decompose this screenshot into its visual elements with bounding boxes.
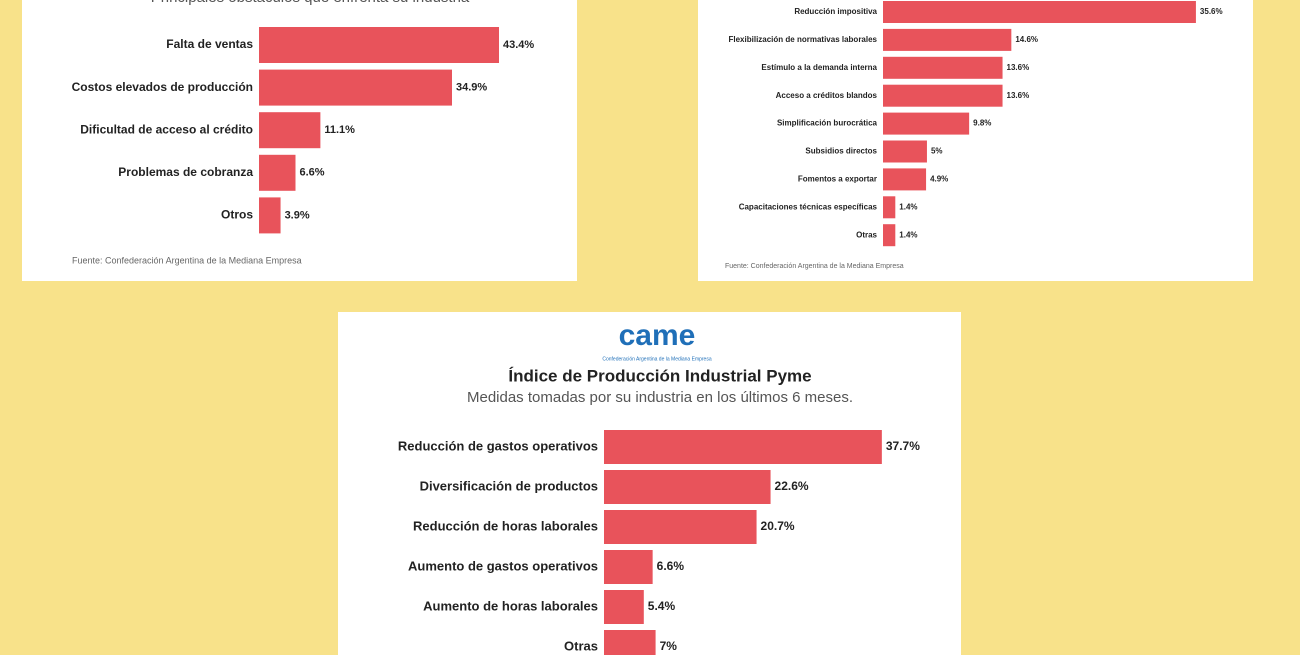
value-label: 11.1% (324, 124, 355, 136)
category-label: Costos elevados de producción (72, 80, 253, 94)
value-label: 1.4% (899, 202, 917, 211)
category-label: Estímulo a la demanda interna (761, 63, 877, 72)
category-label: Reducción impositiva (794, 7, 877, 16)
category-label: Otras (856, 230, 877, 239)
value-label: 34.9% (456, 82, 487, 94)
value-label: 7% (660, 639, 678, 653)
category-label: Acceso a créditos blandos (776, 91, 878, 100)
value-label: 14.6% (1015, 35, 1038, 44)
category-label: Aumento de horas laborales (423, 598, 598, 613)
bar (883, 28, 1012, 51)
category-label: Falta de ventas (166, 37, 253, 51)
category-label: Diversificación de productos (420, 478, 598, 493)
category-label: Reducción de gastos operativos (398, 438, 598, 453)
bar (259, 197, 281, 234)
chart-subtitle: Principales obstáculos que enfrenta su i… (151, 0, 470, 6)
bar (883, 84, 1003, 107)
bar (883, 196, 896, 219)
logo: came (619, 319, 696, 352)
value-label: 6.6% (299, 167, 324, 179)
source: Fuente: Confederación Argentina de la Me… (725, 263, 904, 270)
chart-subtitle: Medidas tomadas por su industria en los … (467, 389, 853, 406)
value-label: 20.7% (761, 519, 795, 533)
value-label: 13.6% (1007, 91, 1030, 100)
bar (883, 224, 896, 247)
value-label: 4.9% (930, 175, 948, 184)
bar (259, 154, 296, 191)
bar (259, 69, 452, 106)
bar (883, 168, 927, 191)
category-label: Problemas de cobranza (118, 165, 253, 179)
category-label: Otras (564, 638, 598, 653)
value-label: 5.4% (648, 599, 676, 613)
chart-title: Índice de Producción Industrial Pyme (508, 366, 811, 385)
value-label: 13.6% (1007, 63, 1030, 72)
value-label: 35.6% (1200, 7, 1223, 16)
category-label: Subsidios directos (805, 147, 877, 156)
source: Fuente: Confederación Argentina de la Me… (72, 255, 302, 265)
category-label: Capacitaciones técnicas específicas (739, 202, 878, 211)
category-label: Simplificación burocrática (777, 119, 878, 128)
category-label: Flexibilización de normativas laborales (729, 35, 878, 44)
category-label: Dificultad de acceso al crédito (80, 122, 253, 136)
category-label: Fomentos a exportar (798, 175, 877, 184)
bar (259, 112, 321, 149)
value-label: 37.7% (886, 439, 920, 453)
bar (883, 56, 1003, 79)
value-label: 1.4% (899, 230, 917, 239)
logo-caption: Confederación Argentina de la Mediana Em… (602, 356, 711, 362)
bar (604, 590, 644, 624)
category-label: Otros (221, 208, 253, 222)
bar (604, 470, 771, 504)
value-label: 5% (931, 147, 943, 156)
bar (259, 27, 500, 63)
bar (604, 630, 656, 655)
category-label: Reducción de horas laborales (413, 518, 598, 533)
bar (883, 140, 927, 163)
value-label: 43.4% (503, 39, 534, 51)
bar (883, 112, 970, 135)
bar (883, 1, 1196, 23)
bar (604, 510, 757, 544)
bar (604, 430, 882, 464)
bar (604, 550, 653, 584)
value-label: 22.6% (775, 479, 809, 493)
value-label: 6.6% (657, 559, 685, 573)
value-label: 9.8% (973, 119, 991, 128)
category-label: Aumento de gastos operativos (408, 558, 598, 573)
value-label: 3.9% (285, 209, 310, 221)
